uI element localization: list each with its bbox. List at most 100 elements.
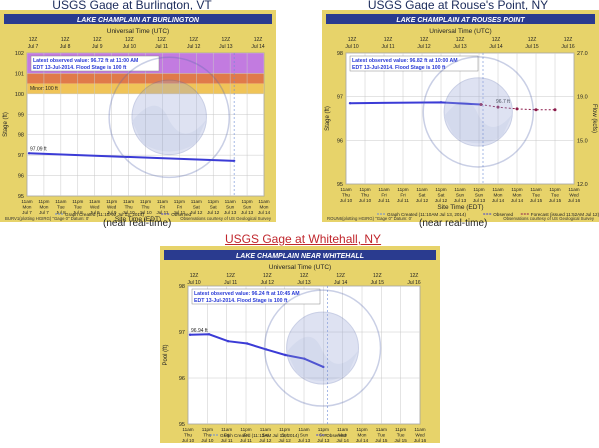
- utc-tick-date: Jul 11: [155, 44, 168, 50]
- edt-tick-label: 11pm: [549, 187, 560, 192]
- edt-tick-label: 11am: [182, 427, 193, 432]
- edt-tick-label: Tue: [377, 433, 385, 438]
- utc-tick-hour: 12Z: [373, 273, 382, 279]
- utc-tick-date: Jul 15: [371, 280, 385, 286]
- edt-tick-label: Wed: [569, 193, 579, 198]
- forecast-point: [553, 108, 557, 112]
- edt-tick-label: Mon: [513, 193, 522, 198]
- utc-tick-hour: 12Z: [336, 273, 345, 279]
- edt-tick-label: Wed: [90, 205, 100, 210]
- y-axis-label: Stage (ft): [325, 106, 331, 131]
- edt-tick-label: Sat: [193, 205, 201, 210]
- usgs-credit-footer: Observations courtesy of US Geological S…: [503, 216, 595, 221]
- y-tick-label: 97: [179, 330, 185, 336]
- edt-tick-label: 11pm: [240, 427, 251, 432]
- edt-tick-label: Tue: [551, 193, 559, 198]
- edt-tick-label: Jul 10: [139, 210, 152, 215]
- y-tick-label: 101: [15, 71, 24, 77]
- edt-tick-label: Sun: [475, 193, 484, 198]
- edt-tick-label: 11am: [340, 187, 351, 192]
- utc-tick-hour: 12Z: [410, 273, 419, 279]
- edt-tick-label: 11pm: [202, 427, 213, 432]
- utc-tick-date: Jul 14: [251, 44, 265, 50]
- y-tick-label: 97: [337, 95, 343, 101]
- edt-tick-label: 11pm: [72, 199, 83, 204]
- edt-tick-label: 11am: [123, 199, 134, 204]
- forecast-point: [479, 103, 483, 107]
- edt-tick-label: Jul 12: [190, 210, 203, 215]
- edt-tick-label: Jul 13: [298, 438, 311, 443]
- y2-tick-label: 12.0: [577, 182, 588, 188]
- whitehall-heading-link[interactable]: USGS Gage at Whitehall, NY: [225, 232, 382, 246]
- edt-axis-label: Site Time (EDT): [437, 204, 483, 211]
- edt-tick-label: 11pm: [318, 427, 329, 432]
- forecast-point: [515, 107, 519, 111]
- utc-tick-hour: 12Z: [263, 273, 272, 279]
- edt-tick-label: 11am: [376, 427, 387, 432]
- observed-point: [322, 365, 325, 369]
- noaa-watermark-logo: [263, 289, 382, 407]
- utc-tick-date: Jul 12: [187, 44, 201, 50]
- noaa-watermark-logo: [422, 56, 535, 168]
- edt-tick-label: 11am: [221, 427, 232, 432]
- edt-tick-label: Jul 14: [492, 198, 505, 203]
- forecast-end-label: 96.7 ft: [496, 99, 511, 105]
- latest-value-text: Latest observed value: 96.82 ft at 10:00…: [352, 58, 458, 64]
- flood-stage-text: EDT 13-Jul-2014. Flood Stage is 100 ft: [33, 65, 127, 71]
- edt-tick-label: 11pm: [208, 199, 219, 204]
- edt-tick-label: 11pm: [140, 199, 151, 204]
- utc-tick-date: Jul 16: [407, 280, 421, 286]
- y-tick-label: 96: [337, 138, 343, 144]
- edt-tick-label: Tue: [532, 193, 540, 198]
- utc-tick-date: Jul 10: [187, 280, 201, 286]
- observed-point: [188, 333, 192, 336]
- chart-title-bar: [4, 14, 272, 24]
- edt-tick-label: Wed: [107, 205, 117, 210]
- observed-series-line: [28, 152, 235, 162]
- utc-tick-hour: 12Z: [420, 37, 429, 43]
- y2-tick-label: 19.0: [577, 95, 588, 101]
- noaa-watermark-logo: [108, 56, 231, 179]
- edt-tick-label: Jul 8: [73, 210, 83, 215]
- edt-tick-label: Sun: [300, 433, 309, 438]
- legend-label: Observed: [493, 212, 513, 217]
- edt-tick-label: Mon: [338, 433, 347, 438]
- start-value-label: 96.94 ft: [191, 328, 208, 334]
- edt-tick-label: Jul 10: [122, 210, 135, 215]
- edt-tick-label: 11am: [89, 199, 100, 204]
- legend-label: Forecast (issued 11:52AM Jul 12): [531, 212, 599, 217]
- edt-tick-label: Jul 12: [259, 438, 272, 443]
- edt-tick-label: 11pm: [511, 187, 522, 192]
- observed-point: [284, 353, 287, 357]
- edt-tick-label: 11am: [414, 427, 425, 432]
- burlington-heading: USGS Gage at Burlington, VT: [52, 0, 212, 12]
- y2-axis-label: Flow (kcfs): [591, 104, 597, 133]
- edt-tick-label: 11pm: [359, 187, 370, 192]
- edt-tick-label: Jul 7: [39, 210, 49, 215]
- edt-tick-label: 11am: [416, 187, 427, 192]
- edt-tick-label: Jul 14: [258, 210, 271, 215]
- edt-tick-label: Jul 11: [240, 438, 252, 443]
- y-tick-label: 98: [337, 51, 343, 57]
- burlington-hydrograph: LAKE CHAMPLAIN AT BURLINGTON Universal Ti…: [0, 10, 276, 223]
- legend-label: Graph Created (11:10AM Jul 13, 2014): [387, 212, 467, 217]
- latest-value-box: [349, 55, 479, 72]
- chart-title: LAKE CHAMPLAIN NEAR WHITEHALL: [236, 253, 364, 260]
- edt-tick-label: 11pm: [279, 427, 290, 432]
- observed-point: [303, 357, 306, 360]
- observed-point: [226, 340, 230, 343]
- y-tick-label: 95: [18, 194, 24, 200]
- utc-tick-date: Jul 14: [489, 44, 503, 50]
- edt-tick-label: Tue: [74, 205, 82, 210]
- edt-tick-label: 11am: [530, 187, 541, 192]
- edt-tick-label: Jul 15: [530, 198, 543, 203]
- edt-tick-label: 11pm: [435, 187, 446, 192]
- utc-axis-label: Universal Time (UTC): [107, 28, 169, 35]
- edt-tick-label: Fri: [381, 193, 386, 198]
- utc-tick-date: Jul 12: [261, 280, 275, 286]
- chart-title: LAKE CHAMPLAIN AT ROUSES POINT: [396, 17, 525, 24]
- edt-tick-label: Sat: [210, 205, 218, 210]
- edt-axis-label: Site Time (EDT): [115, 216, 161, 222]
- edt-tick-label: Tue: [397, 433, 405, 438]
- utc-tick-date: Jul 10: [123, 44, 137, 50]
